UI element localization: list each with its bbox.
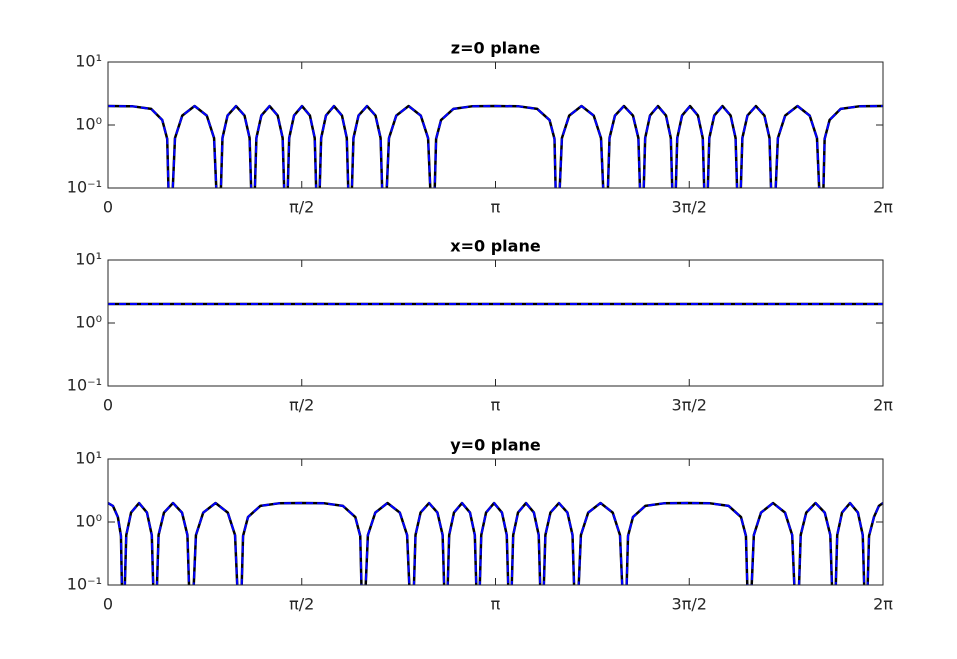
x-tick-label: π: [491, 595, 501, 614]
x-tick-label: 3π/2: [672, 595, 707, 614]
subplot-title: z=0 plane: [451, 39, 541, 58]
x-tick-label: π/2: [289, 595, 314, 614]
x-tick-label: 2π: [873, 396, 893, 415]
plot-area: [108, 62, 883, 188]
x-tick-label: 0: [103, 396, 113, 415]
y-tick-label: 10⁰: [75, 313, 102, 332]
axes-box: [107, 458, 884, 586]
y-tick-label: 10¹: [75, 250, 102, 269]
x-tick-label: π: [491, 396, 501, 415]
subplot: y=0 plane 0 π/2 π 3π/2 2π 10⁻¹ 10⁰ 10¹: [67, 436, 893, 614]
x-tick-label: π/2: [289, 198, 314, 217]
x-tick-label: 2π: [873, 595, 893, 614]
x-tick-label: 3π/2: [672, 396, 707, 415]
y-tick-label: 10⁻¹: [67, 376, 102, 395]
plot-area: [108, 260, 883, 386]
subplot: z=0 plane 0 π/2 π 3π/2 2π 10⁻¹ 10⁰ 10¹: [67, 39, 893, 217]
y-tick-label: 10¹: [75, 449, 102, 468]
subplot-title: x=0 plane: [450, 237, 541, 256]
x-tick-label: 0: [103, 198, 113, 217]
y-tick-label: 10⁻¹: [67, 575, 102, 594]
x-tick-label: 2π: [873, 198, 893, 217]
data-line: [108, 502, 883, 585]
x-tick-label: 0: [103, 595, 113, 614]
subplot: x=0 plane 0 π/2 π 3π/2 2π 10⁻¹ 10⁰ 10¹: [67, 237, 893, 415]
data-line: [108, 105, 883, 188]
axes-box: [107, 61, 884, 189]
y-tick-label: 10⁰: [75, 115, 102, 134]
lines: [108, 104, 883, 188]
y-tick-label: 10⁻¹: [67, 178, 102, 197]
subplot-title: y=0 plane: [450, 436, 541, 455]
y-tick-label: 10⁰: [75, 512, 102, 531]
plot-area: [108, 459, 883, 585]
lines: [108, 501, 883, 585]
axes-box: [107, 259, 884, 387]
y-tick-label: 10¹: [75, 52, 102, 71]
x-tick-label: π/2: [289, 396, 314, 415]
x-tick-label: π: [491, 198, 501, 217]
x-tick-label: 3π/2: [672, 198, 707, 217]
